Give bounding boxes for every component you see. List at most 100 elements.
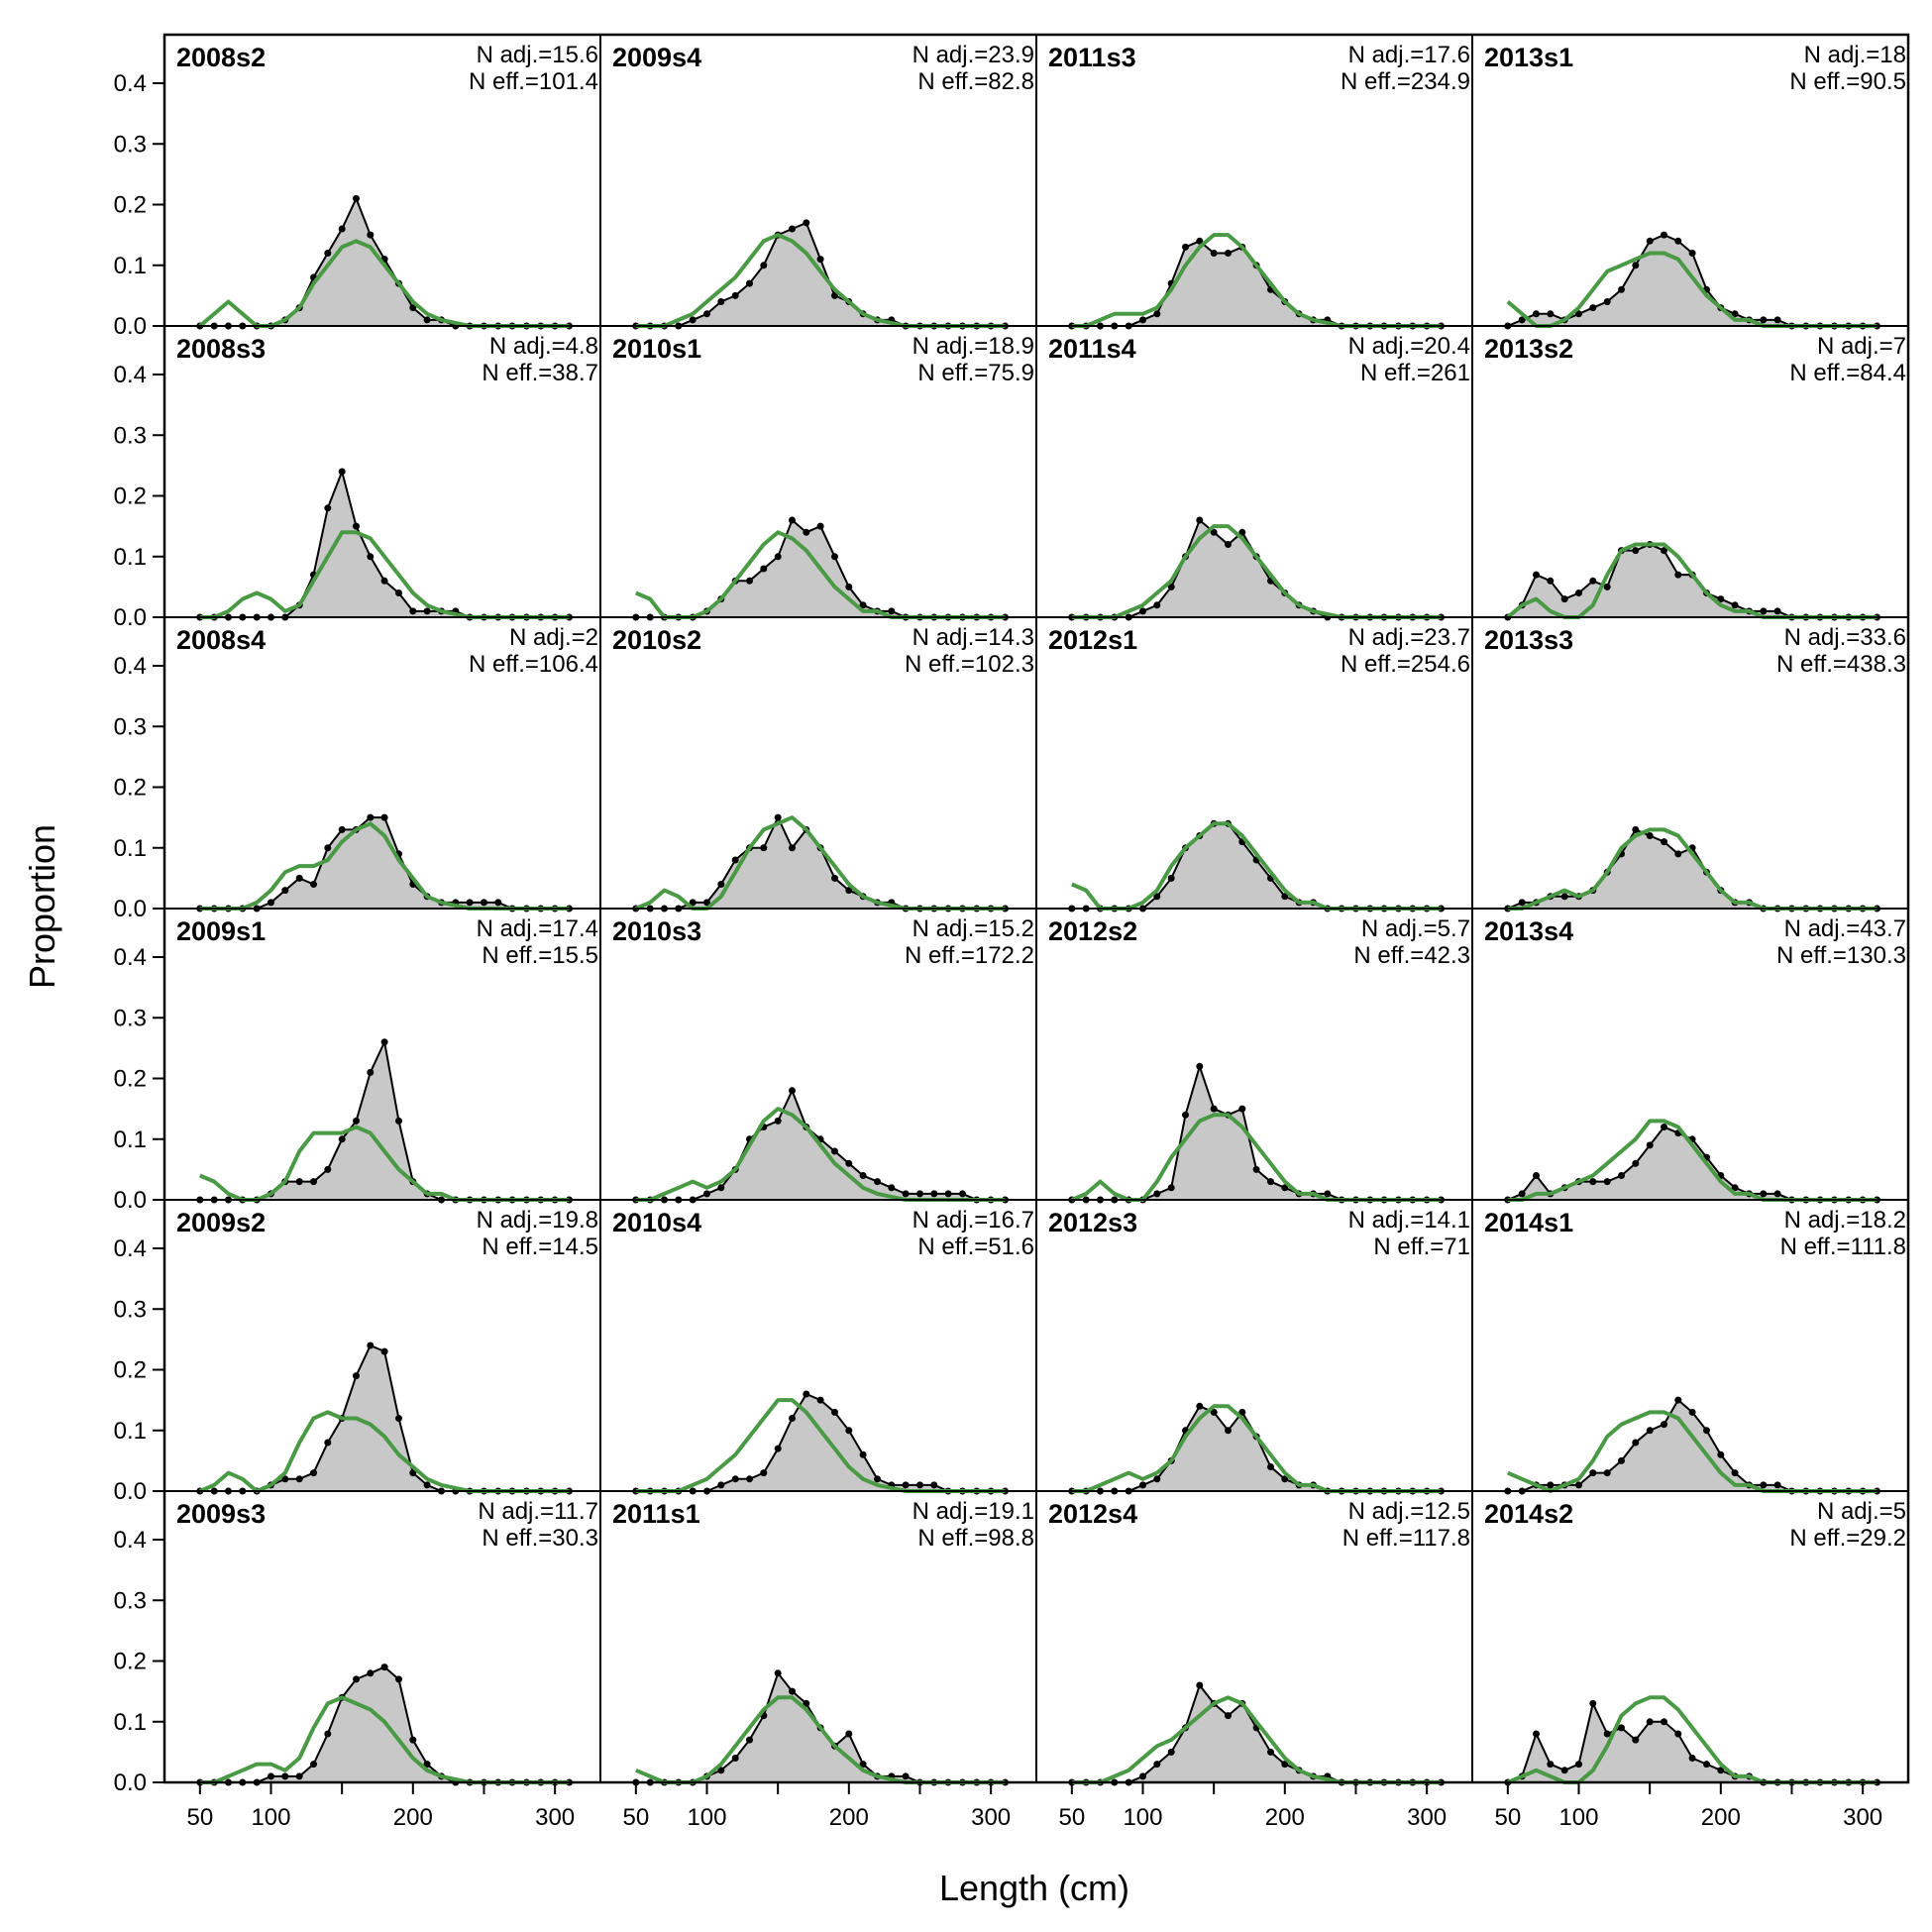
y-tick-label: 0.0 (114, 313, 147, 340)
n-adj-label: N adj.=23.7 (1348, 624, 1470, 651)
observed-point (310, 881, 317, 888)
observed-area (199, 472, 570, 617)
observed-point (1773, 1190, 1781, 1198)
observed-point (859, 601, 867, 609)
observed-point (916, 1190, 923, 1198)
y-tick-label: 0.1 (114, 1709, 147, 1736)
observed-point (268, 899, 274, 907)
observed-area (1507, 544, 1878, 617)
observed-point (1210, 528, 1218, 536)
observed-point (803, 1699, 810, 1707)
x-tick-label: 100 (251, 1804, 290, 1831)
observed-point (1281, 893, 1289, 901)
n-adj-label: N adj.=15.2 (912, 915, 1034, 942)
observed-area (635, 1394, 1006, 1491)
n-adj-label: N adj.=14.3 (912, 624, 1034, 651)
observed-point (774, 553, 782, 561)
n-eff-label: N eff.=38.7 (482, 360, 598, 386)
observed-point (1225, 1427, 1232, 1435)
x-tick-label: 100 (1558, 1804, 1598, 1831)
n-eff-label: N eff.=438.3 (1776, 651, 1906, 678)
n-adj-label: N adj.=19.1 (912, 1498, 1034, 1525)
observed-point (1210, 1105, 1218, 1113)
n-adj-label: N adj.=17.4 (477, 915, 598, 942)
observed-point (1618, 1172, 1625, 1179)
observed-point (1603, 1469, 1611, 1477)
observed-point (1731, 310, 1739, 318)
observed-point (1196, 1681, 1204, 1689)
observed-point (1646, 832, 1654, 839)
observed-point (1575, 1481, 1582, 1489)
observed-area (1071, 1066, 1442, 1200)
observed-point (902, 1772, 910, 1780)
n-adj-label: N adj.=12.5 (1348, 1498, 1470, 1525)
panel-2011s1: 2011s1 N adj.=19.1N eff.=98.8 (599, 1490, 1037, 1786)
observed-point (1618, 285, 1625, 293)
observed-point (1661, 1718, 1667, 1726)
observed-point (353, 1675, 360, 1683)
x-tick-label: 200 (393, 1804, 433, 1831)
observed-point (310, 1178, 317, 1186)
panel-2008s2: 2008s2 N adj.=15.6N eff.=101.4 (163, 34, 601, 330)
observed-point (1703, 1761, 1710, 1769)
observed-point (1153, 601, 1161, 609)
panel-label: 2010s4 (612, 1208, 701, 1237)
observed-point (888, 607, 896, 615)
observed-point (789, 844, 796, 852)
observed-point (1589, 304, 1597, 312)
observed-point (1703, 1427, 1710, 1435)
n-eff-label: N eff.=254.6 (1341, 651, 1470, 678)
n-adj-label: N adj.=18.2 (1784, 1207, 1906, 1234)
observed-point (1533, 1172, 1540, 1179)
observed-point (367, 1342, 375, 1349)
observed-point (380, 577, 388, 585)
n-eff-label: N eff.=71 (1373, 1234, 1470, 1260)
n-adj-label: N adj.=20.4 (1348, 333, 1470, 360)
observed-point (395, 590, 402, 596)
y-tick-label: 0.2 (114, 775, 147, 802)
observed-point (831, 874, 838, 882)
panel-2014s1: 2014s1 N adj.=18.2N eff.=111.8 (1471, 1199, 1909, 1495)
observed-point (1324, 1190, 1332, 1198)
n-eff-label: N eff.=98.8 (917, 1525, 1034, 1552)
observed-point (1760, 607, 1768, 615)
y-tick-label: 0.0 (114, 896, 147, 922)
panel-label: 2010s2 (612, 625, 701, 655)
panel-label: 2008s2 (176, 43, 266, 72)
n-eff-label: N eff.=234.9 (1341, 68, 1470, 95)
observed-point (1153, 1475, 1161, 1483)
observed-point (1533, 310, 1540, 318)
y-tick-label: 0.4 (114, 362, 147, 388)
observed-point (760, 565, 768, 573)
observed-point (845, 1730, 853, 1738)
n-eff-label: N eff.=117.8 (1342, 1525, 1470, 1552)
observed-point (1632, 1439, 1640, 1447)
n-adj-label: N adj.=19.8 (477, 1207, 598, 1234)
y-tick-label: 0.3 (114, 713, 147, 740)
observed-point (494, 899, 502, 907)
observed-point (1688, 1408, 1696, 1416)
panel-label: 2014s2 (1484, 1499, 1573, 1529)
y-tick-label: 0.1 (114, 835, 147, 862)
observed-point (930, 1190, 938, 1198)
y-tick-label: 0.3 (114, 1587, 147, 1614)
y-tick-label: 0.4 (114, 70, 147, 97)
panel-2009s2: 2009s2 N adj.=19.8N eff.=14.5 (163, 1199, 601, 1495)
observed-point (816, 522, 824, 530)
panel-label: 2012s4 (1048, 1499, 1137, 1529)
observed-point (1252, 1165, 1260, 1173)
n-eff-label: N eff.=51.6 (917, 1234, 1034, 1260)
n-eff-label: N eff.=90.5 (1789, 68, 1906, 95)
observed-point (1661, 838, 1667, 846)
observed-point (888, 1184, 896, 1192)
observed-point (380, 813, 388, 821)
observed-point (295, 1772, 303, 1780)
panel-2009s3: 2009s3 N adj.=11.7N eff.=30.3 (163, 1490, 601, 1786)
observed-area (1507, 829, 1878, 909)
observed-point (1225, 1712, 1232, 1720)
observed-point (703, 310, 710, 318)
observed-point (717, 298, 725, 305)
observed-point (1589, 1469, 1597, 1477)
panel-label: 2008s4 (176, 625, 266, 655)
